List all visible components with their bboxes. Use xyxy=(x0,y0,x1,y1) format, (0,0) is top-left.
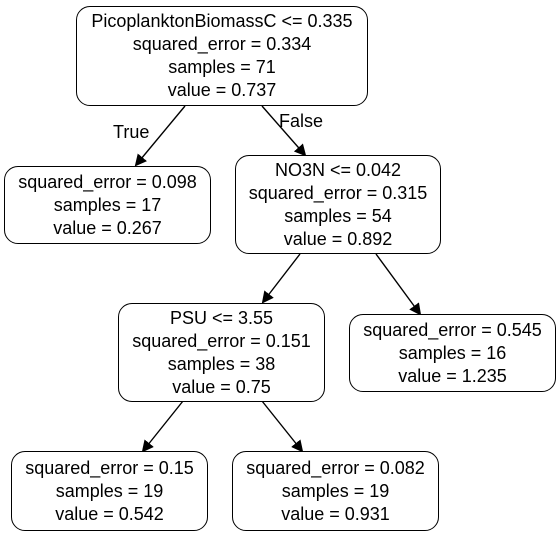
edge-right-to-right-left xyxy=(261,253,301,304)
node-split-condition: PSU <= 3.55 xyxy=(169,307,274,328)
node-samples: samples = 54 xyxy=(284,205,392,226)
node-samples: samples = 19 xyxy=(281,480,390,501)
node-value: value = 0.75 xyxy=(172,376,271,397)
node-value: value = 0.931 xyxy=(281,503,390,524)
edge-root-to-right xyxy=(261,105,307,157)
node-squared-error: squared_error = 0.334 xyxy=(132,34,312,54)
node-split-condition: PicoplanktonBiomassC <= 0.335 xyxy=(91,11,353,31)
node-squared-error: squared_error = 0.098 xyxy=(18,171,197,192)
node-squared-error: squared_error = 0.082 xyxy=(246,457,425,478)
node-value: value = 0.542 xyxy=(55,503,164,524)
edge-right-left-to-rl-left-leaf xyxy=(141,400,184,453)
tree-node-left-leaf: squared_error = 0.098 samples = 17 value… xyxy=(4,166,211,244)
tree-node-rl-right-leaf: squared_error = 0.082 samples = 19 value… xyxy=(232,451,439,531)
tree-node-root: PicoplanktonBiomassC <= 0.335 squared_er… xyxy=(76,6,368,106)
tree-node-right-left: PSU <= 3.55 squared_error = 0.151 sample… xyxy=(118,303,325,402)
edge-label-false: False xyxy=(279,111,324,131)
edge-right-to-right-right-leaf xyxy=(375,253,422,316)
tree-node-right: NO3N <= 0.042 squared_error = 0.315 samp… xyxy=(235,155,441,254)
node-squared-error: squared_error = 0.151 xyxy=(132,330,311,351)
node-value: value = 0.737 xyxy=(167,80,277,100)
node-squared-error: squared_error = 0.15 xyxy=(25,457,194,478)
edge-right-left-to-rl-right-leaf xyxy=(261,400,304,453)
node-value: value = 1.235 xyxy=(398,365,507,386)
node-squared-error: squared_error = 0.315 xyxy=(248,182,428,203)
edge-label-true: True xyxy=(113,122,150,142)
node-value: value = 0.267 xyxy=(53,217,162,238)
node-samples: samples = 16 xyxy=(398,342,507,363)
node-squared-error: squared_error = 0.545 xyxy=(363,319,542,340)
node-samples: samples = 38 xyxy=(167,353,276,374)
node-samples: samples = 71 xyxy=(168,57,276,77)
node-value: value = 0.892 xyxy=(283,228,393,249)
node-samples: samples = 19 xyxy=(55,480,164,501)
tree-node-rl-left-leaf: squared_error = 0.15 samples = 19 value … xyxy=(11,451,208,531)
node-samples: samples = 17 xyxy=(53,194,162,215)
edge-root-to-left-leaf xyxy=(134,105,186,167)
tree-node-right-right-leaf: squared_error = 0.545 samples = 16 value… xyxy=(349,314,556,392)
node-split-condition: NO3N <= 0.042 xyxy=(274,159,402,180)
